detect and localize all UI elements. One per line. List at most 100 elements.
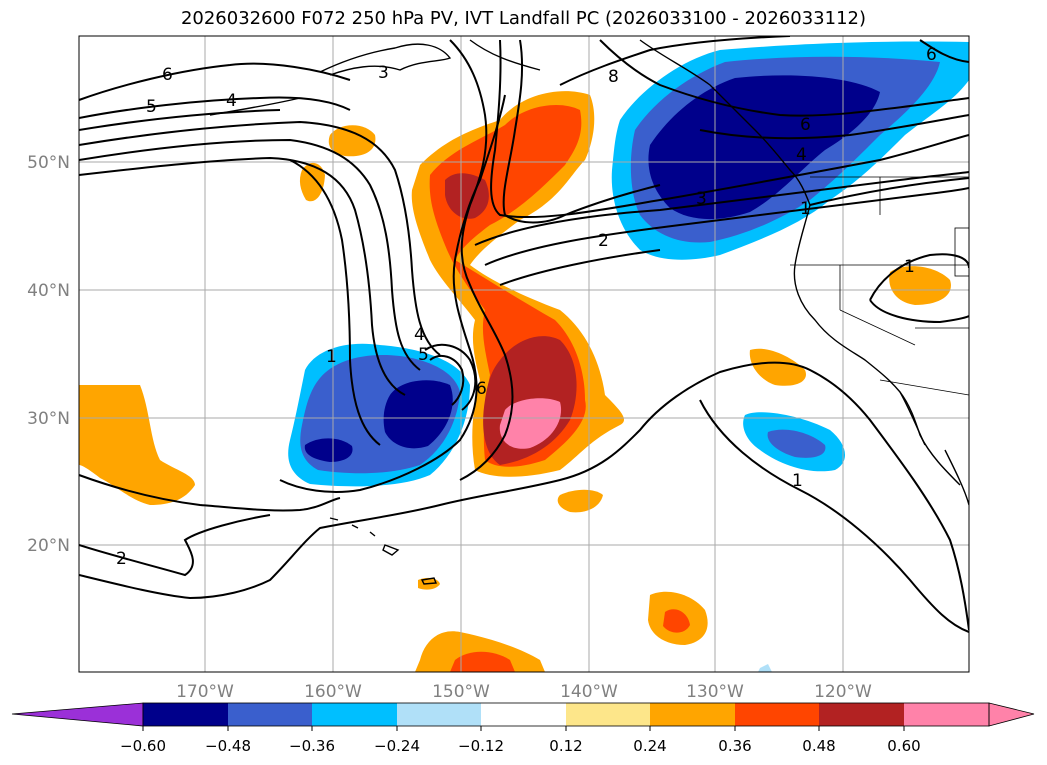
colorbar-tick-label: 0.12 xyxy=(549,737,582,755)
contour-label: 4 xyxy=(226,91,237,111)
contour-27 xyxy=(919,39,969,63)
colorbar: −0.60 −0.48 −0.36 −0.24 −0.12 0.12 0.24 … xyxy=(11,702,1035,755)
contour-18 xyxy=(809,177,969,206)
colorbar-tick-label: 0.24 xyxy=(633,737,666,755)
colorbar-segment xyxy=(904,703,989,726)
lat-label-40n: 40°N xyxy=(27,281,70,301)
colorbar-extend-high xyxy=(988,702,1035,727)
colorbar-segment xyxy=(650,703,735,726)
contour-1 xyxy=(79,62,351,101)
colorbar-tick-label: −0.60 xyxy=(120,737,166,755)
contour-labels: 6 5 4 3 8 6 4 3 2 1 4 5 6 1 1 1 2 6 xyxy=(116,45,937,569)
longitude-labels: 170°W 160°W 150°W 140°W 130°W 120°W xyxy=(176,682,872,702)
contour-label: 1 xyxy=(792,471,803,491)
height-contours xyxy=(79,36,969,633)
contour-7 xyxy=(289,159,381,446)
contour-22 xyxy=(699,399,969,633)
contour-label: 1 xyxy=(904,257,915,277)
contour-label: 3 xyxy=(696,189,707,209)
colorbar-segment xyxy=(819,703,904,726)
contour-17 xyxy=(699,114,969,140)
patch-2 xyxy=(299,162,325,202)
negative-anomaly-north-core xyxy=(648,75,880,220)
contour-label: 5 xyxy=(146,97,157,117)
contour-24 xyxy=(869,299,969,324)
colorbar-tick-label: −0.24 xyxy=(374,737,420,755)
colorbar-tick-label: −0.48 xyxy=(205,737,251,755)
patch-7-core xyxy=(663,609,690,633)
contour-14 xyxy=(499,249,661,286)
negative-anomaly-south-core xyxy=(383,380,453,449)
contour-3 xyxy=(79,109,281,131)
colorbar-tick-label: −0.12 xyxy=(458,737,504,755)
patch-8 xyxy=(415,631,545,672)
contour-label: 4 xyxy=(796,145,807,165)
colorbar-tick-labels: −0.60 −0.48 −0.36 −0.24 −0.12 0.12 0.24 … xyxy=(120,737,921,755)
contour-label: 6 xyxy=(162,65,173,85)
contour-12 xyxy=(474,171,969,246)
contour-19 xyxy=(79,474,341,512)
map-title: 2026032600 F072 250 hPa PV, IVT Landfall… xyxy=(180,8,867,29)
negative-anomaly-south-core-2 xyxy=(304,438,353,462)
colorbar-segment xyxy=(312,703,397,726)
lon-label-170w: 170°W xyxy=(176,682,234,702)
contour-25 xyxy=(424,343,477,411)
contour-label: 2 xyxy=(116,549,127,569)
contour-label: 3 xyxy=(378,63,389,83)
positive-anomaly-peak xyxy=(499,398,562,449)
lon-label-150w: 150°W xyxy=(432,682,490,702)
contour-5 xyxy=(79,138,421,371)
colorbar-segment xyxy=(481,703,566,726)
contour-label: 8 xyxy=(608,67,619,87)
colorbar-tick-label: 0.48 xyxy=(802,737,835,755)
contour-16 xyxy=(599,39,969,117)
hawaii xyxy=(329,517,400,556)
contour-2 xyxy=(79,96,351,119)
contour-label: 6 xyxy=(476,379,487,399)
colorbar-extend-low xyxy=(11,702,144,727)
colorbar-tick-label: 0.36 xyxy=(718,737,751,755)
contour-26 xyxy=(429,354,465,406)
patch-6 xyxy=(557,489,603,513)
contour-label: 6 xyxy=(800,115,811,135)
baja-coast xyxy=(899,391,926,446)
negative-patch-east-core xyxy=(767,429,826,458)
graticule xyxy=(79,36,969,672)
canada-coast xyxy=(639,39,811,206)
contour-20 xyxy=(79,514,271,577)
patch-8-core xyxy=(450,651,515,672)
lon-label-120w: 120°W xyxy=(814,682,872,702)
patch-5 xyxy=(889,266,951,305)
lat-label-20n: 20°N xyxy=(27,536,70,556)
contour-label: 1 xyxy=(800,199,811,219)
contour-label: 6 xyxy=(926,45,937,65)
patch-4 xyxy=(749,348,806,386)
colorbar-tick-label: 0.60 xyxy=(887,737,920,755)
lon-label-130w: 130°W xyxy=(686,682,744,702)
patch-1 xyxy=(328,125,376,157)
contour-4 xyxy=(79,120,441,356)
contour-15 xyxy=(559,36,791,86)
contour-label: 2 xyxy=(598,231,609,251)
colorbar-segment xyxy=(397,703,481,726)
political-borders xyxy=(790,176,969,396)
contour-11 xyxy=(490,39,969,219)
colorbar-segment xyxy=(735,703,819,726)
lat-label-30n: 30°N xyxy=(27,409,70,429)
contour-6 xyxy=(79,156,406,396)
colorbar-tick-label: −0.36 xyxy=(289,737,335,755)
contour-label: 4 xyxy=(414,325,425,345)
ocean-island xyxy=(420,577,438,585)
lon-label-160w: 160°W xyxy=(304,682,362,702)
contour-label: 5 xyxy=(418,345,429,365)
contour-9 xyxy=(449,39,514,481)
negative-patch-small xyxy=(758,664,772,672)
map-area: 6 5 4 3 8 6 4 3 2 1 4 5 6 1 1 1 2 6 xyxy=(79,36,969,672)
colorbar-segment xyxy=(228,703,312,726)
contour-21 xyxy=(79,361,969,631)
contour-label: 1 xyxy=(326,347,337,367)
colorbar-segment xyxy=(143,703,228,726)
colorbar-segment xyxy=(566,703,650,726)
latitude-labels: 50°N 40°N 30°N 20°N xyxy=(27,153,70,556)
